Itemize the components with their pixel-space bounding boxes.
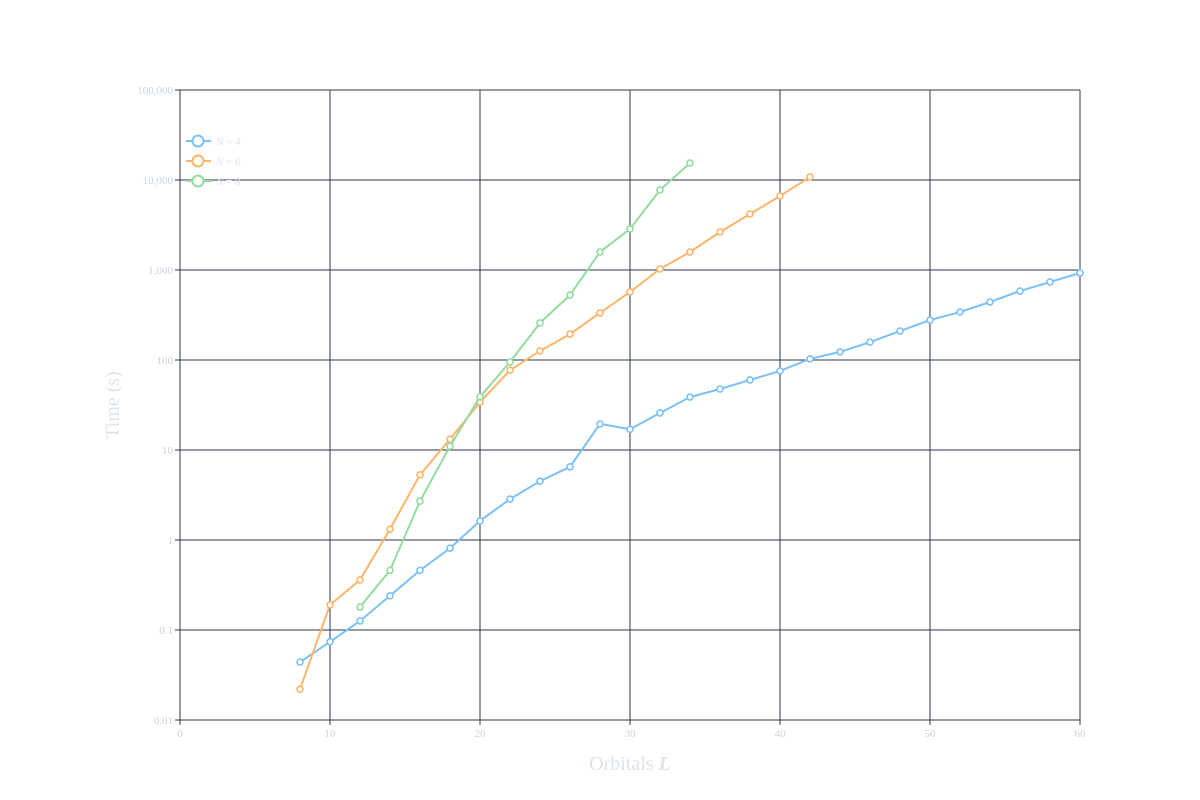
data-point[interactable] [1076,269,1084,277]
x-tick-label: 10 [325,728,337,740]
data-point[interactable] [506,366,514,375]
data-point[interactable] [656,265,664,273]
data-point[interactable] [896,327,904,335]
data-point[interactable] [416,471,424,479]
data-point[interactable] [656,186,664,194]
data-point[interactable] [536,477,544,486]
data-point[interactable] [686,248,694,256]
data-point[interactable] [296,685,304,693]
series-line [299,176,811,690]
series-layer [296,159,1084,693]
data-point[interactable] [566,291,574,299]
y-tick-label: 10,000 [143,175,174,187]
y-tick-label: 0.01 [154,715,173,727]
data-point[interactable] [1016,287,1024,295]
grid [175,89,1081,725]
data-point[interactable] [986,298,994,306]
legend-marker [191,154,205,168]
data-point[interactable] [596,309,604,317]
data-point[interactable] [596,248,604,256]
legend-item[interactable]: N = 6 [186,154,241,169]
data-point[interactable] [1046,278,1054,286]
data-point[interactable] [326,601,334,609]
x-tick-label: 40 [775,728,787,740]
data-point[interactable] [476,393,484,401]
data-point[interactable] [866,338,874,346]
data-point[interactable] [386,525,394,533]
data-point[interactable] [356,576,364,584]
x-axis-ticks: 0 10 20 30 40 50 60 [177,728,1086,740]
data-point[interactable] [446,435,454,443]
data-point[interactable] [656,409,664,417]
data-point[interactable] [626,425,634,434]
data-point[interactable] [776,192,784,200]
x-tick-label: 60 [1075,728,1087,740]
data-point[interactable] [416,497,424,505]
legend-item[interactable]: N = 4 [186,134,241,149]
data-point[interactable] [536,319,544,327]
data-point[interactable] [776,367,784,375]
data-point[interactable] [806,173,814,181]
legend-marker [191,134,205,148]
series-n8 [356,159,694,611]
x-tick-label: 50 [925,728,937,740]
y-axis-ticks: 0.01 0.1 1 10 100 1,000 10,000 100,000 [137,85,173,727]
data-point[interactable] [536,347,544,355]
x-tick-label: 20 [475,728,487,740]
data-point[interactable] [416,566,424,575]
series-line [359,162,691,608]
data-point[interactable] [926,316,934,324]
data-point[interactable] [386,591,394,600]
y-tick-label: 10 [162,445,174,457]
series-line [299,272,1081,663]
data-point[interactable] [686,159,694,167]
data-point[interactable] [686,393,694,401]
data-point[interactable] [326,637,334,646]
legend-label: N = 6 [215,156,241,168]
data-point[interactable] [626,288,634,296]
data-point[interactable] [746,376,754,384]
data-point[interactable] [566,330,574,338]
data-point[interactable] [596,420,604,428]
legend-marker [191,174,205,188]
series-n6 [296,173,814,693]
data-point[interactable] [716,385,724,393]
data-point[interactable] [506,358,514,366]
data-point[interactable] [566,463,574,471]
legend-label: N = 8 [215,176,241,188]
data-point[interactable] [446,544,454,553]
x-tick-label: 0 [177,728,183,740]
legend-item[interactable]: N = 8 [186,174,241,189]
data-point[interactable] [386,566,394,575]
data-point[interactable] [716,228,724,236]
data-point[interactable] [806,355,814,363]
x-axis-title: Orbitals L [589,753,671,775]
data-point[interactable] [446,442,454,451]
data-point[interactable] [836,348,844,356]
data-point[interactable] [356,603,364,611]
data-point[interactable] [296,658,304,666]
y-tick-label: 100 [157,355,174,367]
data-point[interactable] [356,617,364,625]
y-axis-title: Time (s) [102,371,124,439]
y-tick-label: 1 [168,535,174,547]
data-point[interactable] [626,225,634,233]
legend: N = 4 N = 6 N = 8 [186,134,241,189]
y-tick-label: 0.1 [159,625,173,637]
data-point[interactable] [956,308,964,316]
y-tick-label: 1,000 [148,265,173,277]
legend-label: N = 4 [215,136,241,148]
y-tick-label: 100,000 [137,85,173,97]
x-tick-label: 30 [625,728,637,740]
series-n4 [296,269,1084,666]
data-point[interactable] [476,517,484,525]
data-point[interactable] [506,495,514,503]
data-point[interactable] [746,210,754,218]
